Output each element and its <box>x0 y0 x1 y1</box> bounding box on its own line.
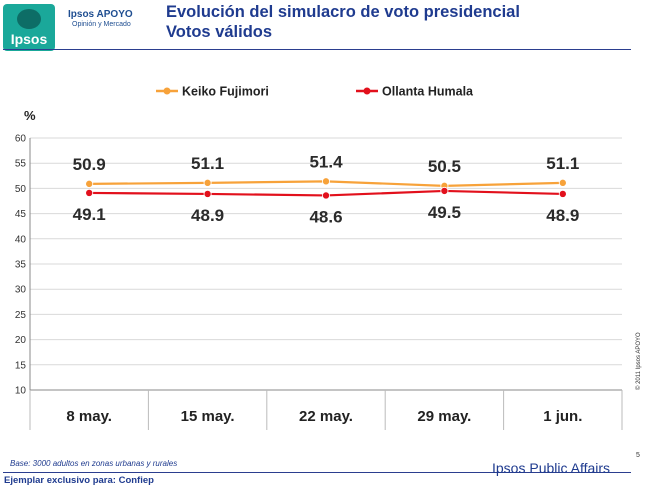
y-tick-label: 15 <box>15 360 27 371</box>
data-point <box>558 178 567 187</box>
y-tick-label: 60 <box>15 134 27 145</box>
page-number: 5 <box>636 452 640 459</box>
x-tick-label: 15 may. <box>181 408 235 425</box>
logo-bubble-icon <box>17 9 41 29</box>
data-label: 50.5 <box>428 157 461 176</box>
y-tick-label: 35 <box>15 260 27 271</box>
x-tick-label: 22 may. <box>299 408 353 425</box>
data-point <box>321 177 330 186</box>
y-tick-label: 45 <box>15 209 27 220</box>
y-axis-label: % <box>24 108 36 123</box>
data-label: 49.1 <box>73 205 106 224</box>
data-label: 48.9 <box>191 206 224 225</box>
data-point <box>558 189 567 198</box>
data-point <box>203 178 212 187</box>
legend-label: Keiko Fujimori <box>182 85 269 99</box>
data-point <box>440 186 449 195</box>
data-point <box>85 179 94 188</box>
footer-exclusive-note: Ejemplar exclusivo para: Confiep <box>4 475 154 486</box>
data-point <box>203 189 212 198</box>
data-label: 50.9 <box>73 155 106 174</box>
copyright-note: © 2011 Ipsos APOYO <box>636 332 642 390</box>
legend-swatch-marker <box>163 87 171 95</box>
data-label: 49.5 <box>428 203 461 222</box>
x-tick-label: 8 may. <box>66 408 112 425</box>
title-line-1: Evolución del simulacro de voto presiden… <box>166 3 520 21</box>
ipsos-logo: Ipsos <box>3 4 55 51</box>
y-tick-label: 10 <box>15 386 27 397</box>
brand-tagline: Opinión y Mercado <box>72 21 131 28</box>
data-label: 48.6 <box>309 207 342 226</box>
y-tick-label: 40 <box>15 234 27 245</box>
y-tick-label: 20 <box>15 335 27 346</box>
brand-name: Ipsos APOYO <box>68 9 133 20</box>
legend-swatch-marker <box>363 87 371 95</box>
footer-brand: Ipsos Public Affairs <box>492 460 611 476</box>
data-label: 51.1 <box>191 154 224 173</box>
base-note: Base: 3000 adultos en zonas urbanas y ru… <box>10 459 178 468</box>
y-tick-label: 55 <box>15 159 27 170</box>
logo-word: Ipsos <box>10 31 48 47</box>
x-tick-label: 29 may. <box>417 408 471 425</box>
data-point <box>321 191 330 200</box>
data-point <box>85 188 94 197</box>
data-label: 51.1 <box>546 154 579 173</box>
page-title: Evolución del simulacro de voto presiden… <box>166 2 520 42</box>
data-label: 48.9 <box>546 206 579 225</box>
data-label: 51.4 <box>309 152 343 171</box>
x-tick-label: 1 jun. <box>543 408 582 425</box>
footer-divider <box>3 472 631 473</box>
y-tick-label: 25 <box>15 310 27 321</box>
y-tick-label: 30 <box>15 285 27 296</box>
title-divider <box>3 49 631 50</box>
legend-label: Ollanta Humala <box>382 85 474 99</box>
title-line-2: Votos válidos <box>166 23 273 41</box>
y-tick-label: 50 <box>15 184 27 195</box>
